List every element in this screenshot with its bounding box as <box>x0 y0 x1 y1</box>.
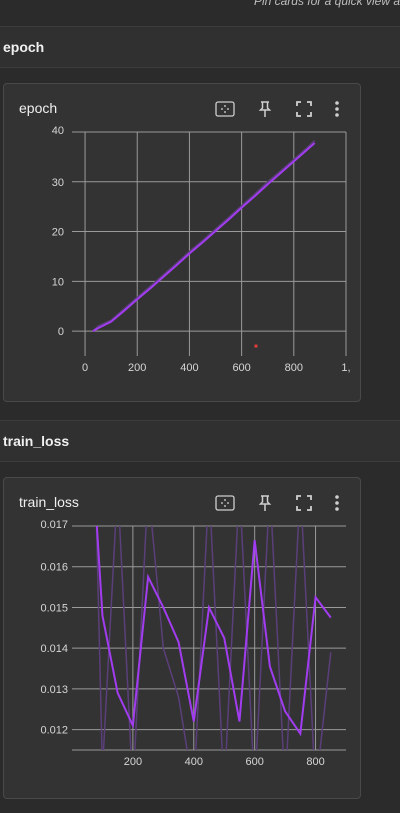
pin-hint: Pin cards for a quick view a <box>0 0 400 14</box>
x-tick-label: 600 <box>245 756 263 768</box>
x-tick-label: 200 <box>124 756 142 768</box>
train-loss-line-chart[interactable]: 200 400 600 800 0.012 0.013 0.014 0.015 0.016 0.0… <box>4 478 362 800</box>
x-tick-label: 1, <box>341 362 350 374</box>
smoothed-series-line <box>96 518 330 734</box>
y-tick-label: 30 <box>52 177 64 189</box>
y-tick-label: 0.016 <box>40 562 68 574</box>
raw-series-line <box>96 485 330 790</box>
y-tick-label: 10 <box>52 276 64 288</box>
section-header-train-loss[interactable]: train_loss <box>0 420 400 462</box>
section-header-epoch[interactable]: epoch <box>0 26 400 68</box>
y-tick-label: 0.015 <box>40 602 68 614</box>
y-tick-label: 0.013 <box>40 684 68 696</box>
raw-series-line <box>93 140 315 331</box>
chart-card-epoch: epoch 0 200 400 600 800 1, 0 10 20 30 40 <box>3 83 361 402</box>
x-tick-label: 800 <box>306 756 324 768</box>
y-tick-label: 0.012 <box>40 725 68 737</box>
series-group <box>96 485 330 790</box>
y-tick-label: 0 <box>58 326 64 338</box>
x-tick-label: 0 <box>82 362 88 374</box>
chart-grid <box>72 132 346 356</box>
section-title: epoch <box>3 39 44 55</box>
outlier-point <box>254 345 257 348</box>
chart-card-train-loss: train_loss 200 400 600 800 0.012 0.013 0.014 0.… <box>3 477 361 799</box>
x-tick-label: 200 <box>128 362 146 374</box>
x-tick-label: 800 <box>285 362 303 374</box>
y-tick-label: 0.014 <box>40 643 68 655</box>
smoothed-series-line <box>93 143 315 331</box>
x-tick-label: 400 <box>185 756 203 768</box>
y-tick-label-cut: 40 <box>52 125 64 137</box>
y-tick-label: 20 <box>52 227 64 239</box>
x-tick-label: 400 <box>180 362 198 374</box>
epoch-line-chart[interactable]: 0 200 400 600 800 1, 0 10 20 30 40 <box>4 84 362 403</box>
section-title: train_loss <box>3 433 69 449</box>
x-tick-label: 600 <box>232 362 250 374</box>
y-tick-label-cut: 0.017 <box>40 519 68 531</box>
